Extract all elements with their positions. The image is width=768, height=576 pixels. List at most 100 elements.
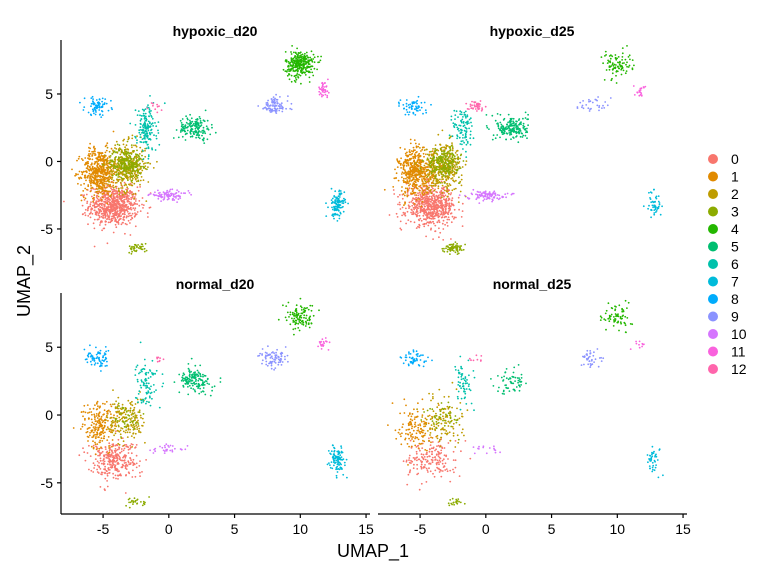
point-cluster-1 bbox=[86, 176, 89, 179]
point-cluster-1 bbox=[95, 160, 98, 163]
point-cluster-0 bbox=[439, 191, 441, 194]
point-cluster-5 bbox=[185, 115, 188, 118]
point-cluster-6 bbox=[144, 108, 147, 110]
point-cluster-2 bbox=[112, 179, 115, 182]
point-cluster-3 bbox=[138, 164, 141, 167]
point-cluster-0 bbox=[131, 195, 134, 198]
point-cluster-1 bbox=[87, 157, 89, 160]
point-cluster-0 bbox=[431, 197, 434, 200]
point-cluster-1 bbox=[419, 172, 422, 174]
point-cluster-0 bbox=[432, 220, 434, 223]
point-cluster-1 bbox=[404, 161, 407, 164]
point-cluster-0 bbox=[116, 221, 118, 224]
point-cluster-3 bbox=[102, 163, 104, 166]
point-cluster-0 bbox=[107, 214, 109, 217]
point-cluster-6 bbox=[146, 143, 149, 146]
point-cluster-0 bbox=[406, 192, 409, 194]
point-cluster-1 bbox=[425, 162, 428, 165]
point-cluster-6 bbox=[147, 157, 150, 160]
point-cluster-0 bbox=[437, 200, 440, 203]
point-cluster-5 bbox=[186, 129, 189, 132]
point-cluster-1 bbox=[414, 191, 417, 194]
point-cluster-8 bbox=[95, 111, 97, 113]
point-cluster-1 bbox=[403, 194, 406, 197]
point-cluster-1 bbox=[78, 177, 81, 180]
point-cluster-8 bbox=[79, 101, 81, 104]
point-cluster-2 bbox=[109, 156, 111, 159]
point-cluster-6 bbox=[148, 115, 151, 118]
point-cluster-0 bbox=[133, 209, 136, 211]
point-cluster-2 bbox=[449, 184, 452, 187]
point-cluster-0 bbox=[136, 211, 139, 213]
point-cluster-1 bbox=[109, 190, 112, 193]
point-cluster-10 bbox=[171, 188, 174, 191]
point-cluster-5 bbox=[214, 131, 217, 134]
point-cluster-2 bbox=[133, 172, 136, 175]
point-cluster-1 bbox=[392, 186, 395, 188]
point-cluster-5 bbox=[522, 122, 525, 125]
point-cluster-2 bbox=[118, 187, 120, 190]
point-cluster-5 bbox=[199, 120, 202, 122]
point-cluster-1 bbox=[92, 152, 94, 155]
point-cluster-10 bbox=[176, 201, 179, 204]
point-cluster-1 bbox=[425, 174, 428, 177]
point-cluster-5 bbox=[499, 129, 502, 132]
point-cluster-1 bbox=[97, 178, 99, 181]
point-cluster-9 bbox=[281, 105, 283, 108]
point-cluster-9 bbox=[281, 110, 284, 113]
point-cluster-0 bbox=[448, 197, 450, 200]
point-cluster-2 bbox=[446, 195, 449, 198]
point-cluster-1 bbox=[82, 196, 85, 199]
point-cluster-4 bbox=[291, 65, 293, 67]
point-cluster-1 bbox=[421, 192, 424, 195]
point-cluster-1 bbox=[90, 178, 93, 181]
point-cluster-1 bbox=[94, 161, 96, 163]
point-cluster-6 bbox=[150, 123, 153, 126]
point-cluster-2 bbox=[441, 196, 443, 199]
point-cluster-6 bbox=[463, 111, 466, 114]
point-cluster-4 bbox=[604, 50, 607, 53]
point-cluster-7 bbox=[330, 199, 333, 202]
point-cluster-3 bbox=[437, 165, 439, 168]
point-cluster-1 bbox=[106, 173, 109, 175]
point-cluster-1 bbox=[91, 155, 93, 157]
point-cluster-6 bbox=[140, 123, 142, 125]
point-cluster-8 bbox=[98, 105, 101, 108]
point-cluster-0 bbox=[141, 203, 143, 206]
point-cluster-6 bbox=[148, 138, 151, 140]
point-cluster-1 bbox=[422, 152, 425, 155]
point-cluster-10 bbox=[184, 192, 187, 195]
point-cluster-0 bbox=[427, 182, 430, 184]
point-cluster-0 bbox=[93, 198, 96, 201]
point-cluster-4 bbox=[304, 68, 307, 71]
point-cluster-7 bbox=[330, 187, 333, 190]
point-cluster-4 bbox=[304, 71, 306, 74]
point-cluster-1 bbox=[424, 167, 427, 169]
point-cluster-0 bbox=[411, 204, 414, 207]
point-cluster-2 bbox=[140, 176, 143, 178]
point-cluster-9 bbox=[277, 102, 279, 105]
point-cluster-1 bbox=[431, 182, 433, 185]
point-cluster-3 bbox=[456, 242, 458, 245]
point-cluster-1 bbox=[417, 165, 420, 168]
point-cluster-2 bbox=[111, 173, 114, 176]
point-cluster-0 bbox=[429, 215, 432, 217]
point-cluster-1 bbox=[419, 184, 422, 187]
point-cluster-2 bbox=[126, 186, 129, 189]
point-cluster-6 bbox=[469, 130, 472, 133]
point-cluster-0 bbox=[443, 198, 445, 201]
point-cluster-3 bbox=[137, 170, 140, 173]
point-cluster-11 bbox=[321, 90, 324, 93]
point-cluster-8 bbox=[110, 107, 113, 109]
point-cluster-0 bbox=[104, 223, 107, 226]
point-cluster-3 bbox=[445, 166, 447, 169]
point-cluster-5 bbox=[505, 138, 507, 141]
point-cluster-4 bbox=[296, 69, 298, 71]
point-cluster-3 bbox=[117, 160, 120, 163]
point-cluster-3 bbox=[125, 158, 128, 161]
point-cluster-1 bbox=[96, 180, 99, 183]
point-cluster-0 bbox=[416, 215, 418, 218]
point-cluster-6 bbox=[147, 155, 150, 158]
point-cluster-4 bbox=[296, 70, 299, 73]
point-cluster-0 bbox=[85, 193, 88, 196]
